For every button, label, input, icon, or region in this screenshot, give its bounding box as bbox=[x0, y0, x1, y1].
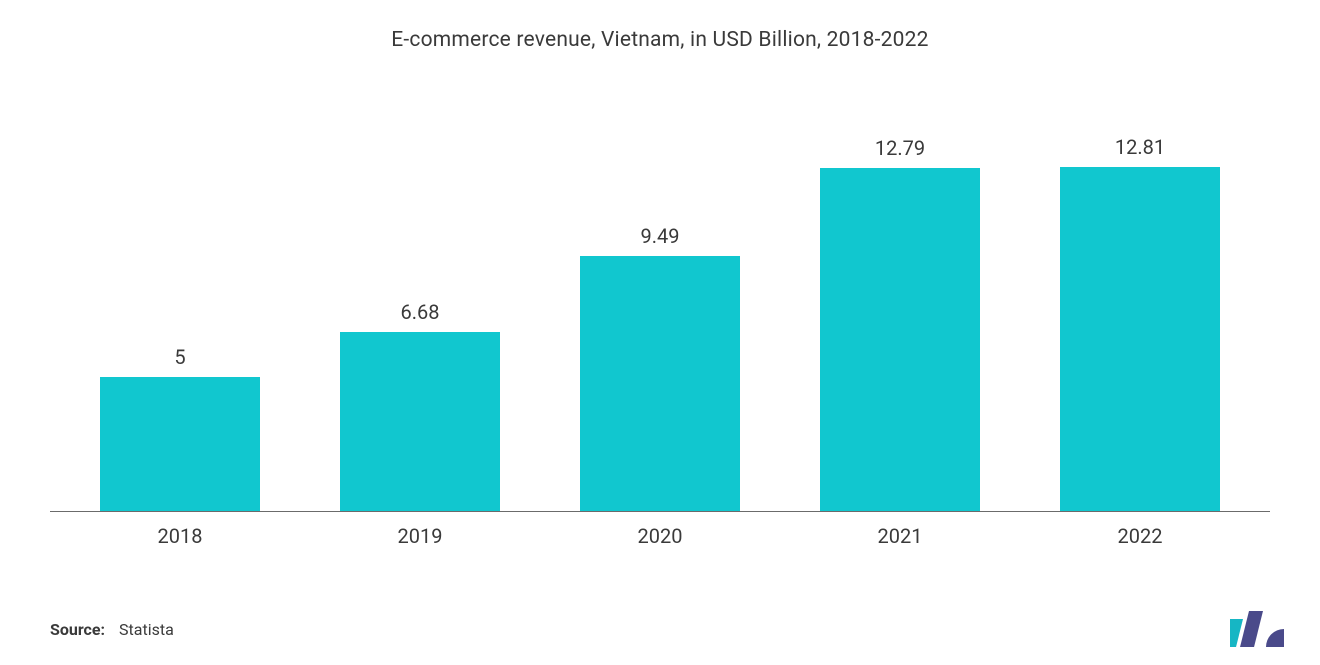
chart-container: E-commerce revenue, Vietnam, in USD Bill… bbox=[0, 0, 1320, 665]
bar bbox=[580, 256, 740, 512]
bar-slot: 12.812022 bbox=[1020, 72, 1260, 512]
chart-plot: 520186.6820199.49202012.79202112.812022 bbox=[50, 72, 1270, 552]
bar-slot: 6.682019 bbox=[300, 72, 540, 512]
logo-bar-2 bbox=[1240, 611, 1263, 647]
x-axis-baseline bbox=[50, 511, 1270, 512]
bar bbox=[1060, 167, 1220, 512]
bar-category-label: 2018 bbox=[158, 524, 203, 548]
bar-slot: 12.792021 bbox=[780, 72, 1020, 512]
brand-logo bbox=[1230, 607, 1288, 647]
bar-value-label: 9.49 bbox=[641, 224, 680, 248]
bar-category-label: 2019 bbox=[398, 524, 443, 548]
bar-category-label: 2021 bbox=[878, 524, 923, 548]
bar-category-label: 2020 bbox=[638, 524, 683, 548]
logo-bar-1 bbox=[1230, 619, 1243, 647]
bar-slot: 52018 bbox=[60, 72, 300, 512]
bar-category-label: 2022 bbox=[1118, 524, 1163, 548]
bar bbox=[100, 377, 260, 512]
logo-arc bbox=[1266, 629, 1284, 647]
bar-slot: 9.492020 bbox=[540, 72, 780, 512]
bar-value-label: 5 bbox=[174, 345, 185, 369]
bar bbox=[340, 332, 500, 512]
bar-value-label: 12.81 bbox=[1115, 135, 1165, 159]
bar-value-label: 6.68 bbox=[401, 300, 440, 324]
source-value: Statista bbox=[119, 620, 174, 639]
bar-value-label: 12.79 bbox=[875, 136, 925, 160]
bars-area: 520186.6820199.49202012.79202112.812022 bbox=[50, 72, 1270, 512]
source-label: Source: bbox=[50, 620, 105, 639]
source-footer: Source: Statista bbox=[50, 620, 174, 639]
chart-title: E-commerce revenue, Vietnam, in USD Bill… bbox=[50, 28, 1270, 52]
bar bbox=[820, 168, 980, 512]
